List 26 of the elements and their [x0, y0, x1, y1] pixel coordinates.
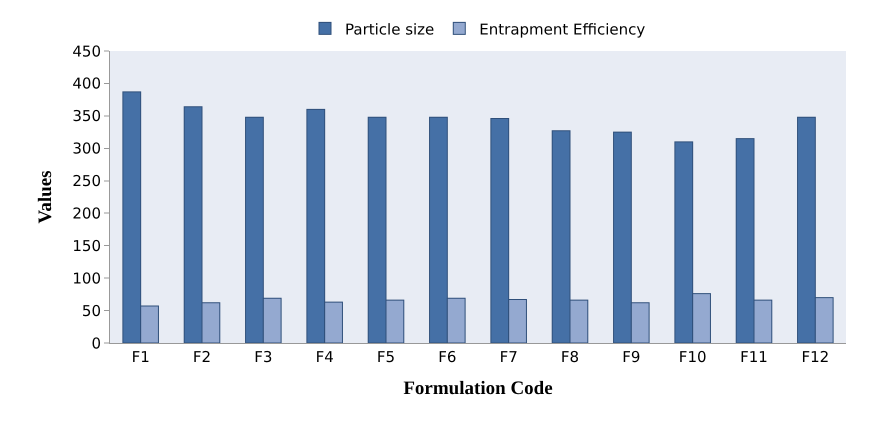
y-tick-label: 400 — [72, 74, 101, 93]
y-tick-label: 300 — [72, 140, 101, 158]
legend-label: Entrapment Efficiency — [479, 20, 646, 38]
y-tick-label: 350 — [72, 107, 101, 126]
y-axis-title: Values — [35, 170, 56, 224]
x-tick-label: F3 — [254, 348, 272, 366]
y-tick-label: 150 — [72, 236, 101, 255]
x-tick-label: F12 — [801, 348, 830, 366]
y-tick-label: 50 — [82, 302, 101, 320]
x-tick-label: F4 — [316, 348, 334, 366]
y-tick-label: 0 — [91, 334, 101, 352]
x-tick-label: F2 — [192, 348, 212, 366]
x-tick-label: F7 — [500, 348, 518, 366]
x-tick-label: F9 — [622, 348, 640, 366]
x-tick-label: F5 — [376, 348, 396, 366]
x-tick-label: F6 — [438, 348, 456, 366]
y-tick-label: 250 — [72, 172, 101, 190]
x-tick-label: F10 — [678, 348, 707, 366]
x-tick-label: F8 — [560, 348, 580, 366]
legend-label: Particle size — [345, 20, 434, 38]
y-tick-label: 200 — [72, 204, 101, 222]
y-tick-label: 450 — [72, 42, 101, 60]
x-tick-label: F11 — [740, 348, 768, 366]
x-tick-label: F1 — [132, 348, 150, 366]
x-axis-title: Formulation Code — [403, 378, 553, 399]
y-tick-label: 100 — [72, 269, 101, 288]
